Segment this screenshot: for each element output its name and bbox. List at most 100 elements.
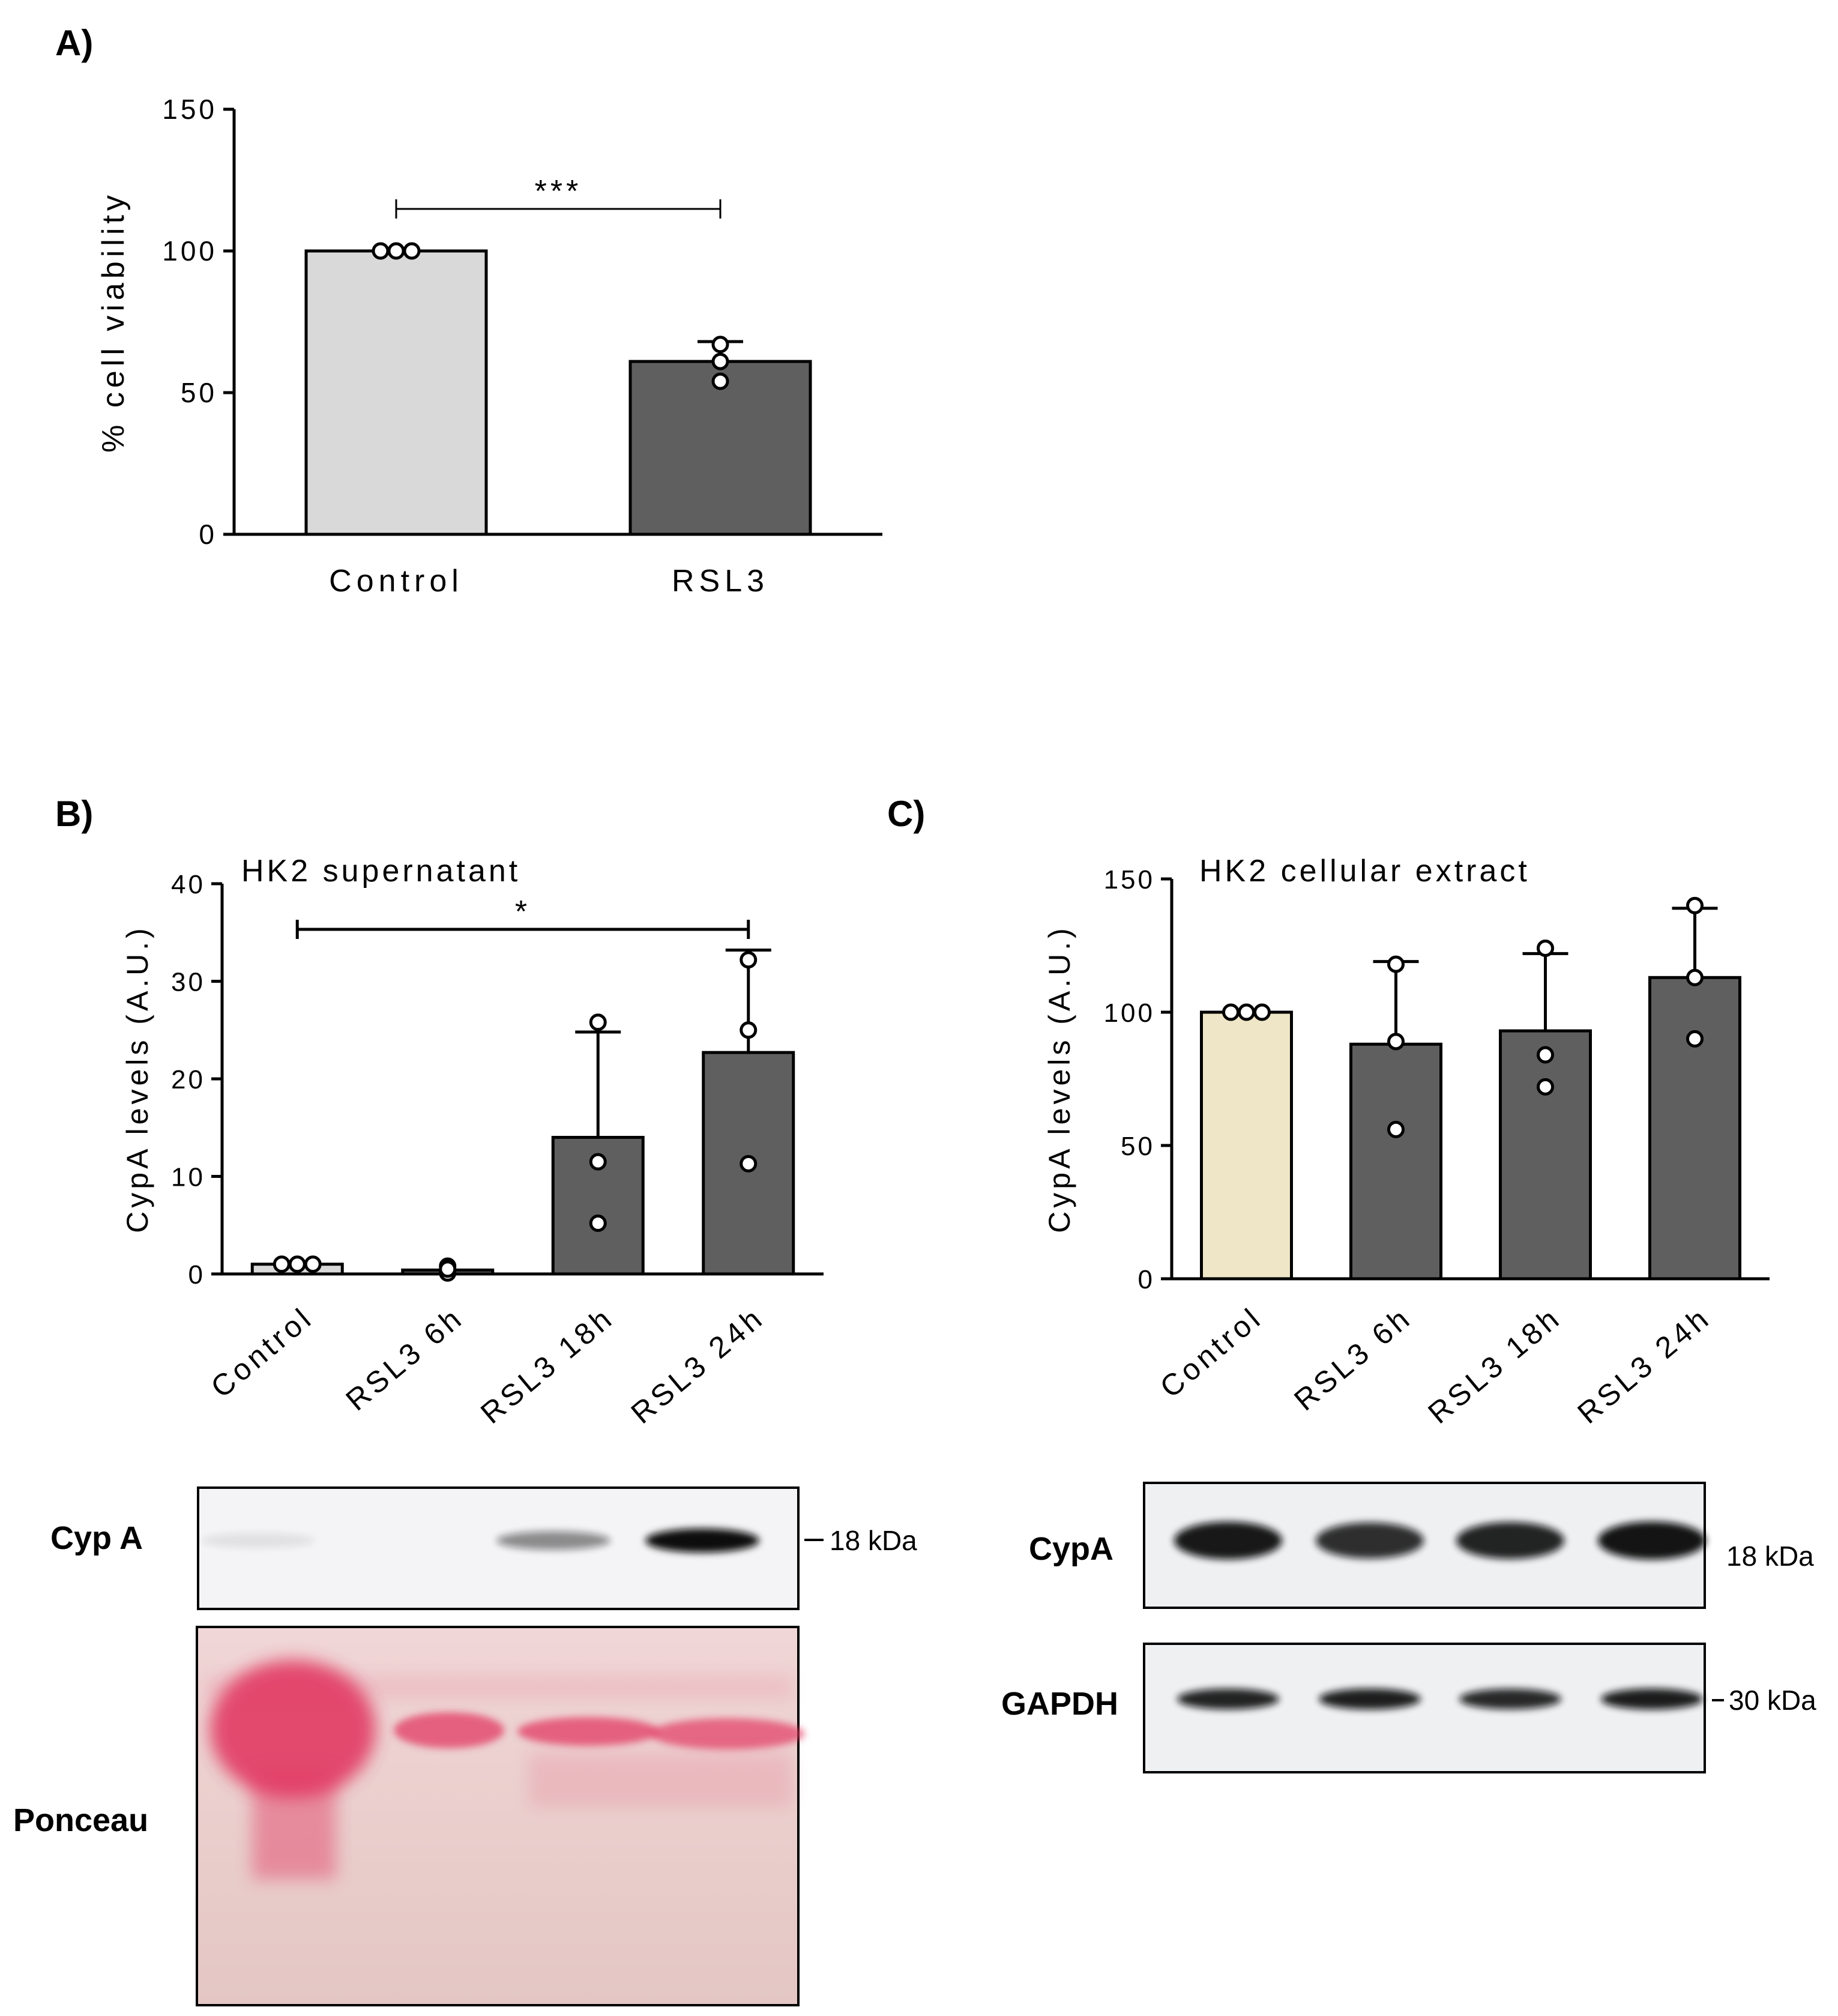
bar	[304, 249, 488, 536]
ponceau-background-smear	[204, 1675, 792, 1699]
data-point	[589, 1013, 607, 1031]
ponceau-background-smear	[528, 1753, 792, 1807]
blot-band	[1177, 1688, 1279, 1710]
data-point	[403, 242, 421, 260]
data-point	[1686, 968, 1704, 986]
chart-a: 0 50 100 150 % cell viability Control RSL3 ***	[96, 94, 882, 599]
blot-c-cypa	[1143, 1482, 1706, 1609]
blot-b-cypa-label: Cyp A	[50, 1520, 143, 1556]
y-axis-label: % cell viability	[96, 191, 131, 453]
data-point	[1387, 1033, 1405, 1051]
blot-band	[1598, 1521, 1706, 1560]
bar	[1200, 1010, 1293, 1281]
data-point	[740, 1021, 758, 1039]
x-tick-label: RSL3 18h	[474, 1300, 620, 1431]
chart-b: 0 10 20 30 40 CypA levels (A.U.) Control RSL3 6…	[121, 870, 824, 1430]
data-point	[711, 352, 729, 370]
x-tick-label: RSL3 18h	[1421, 1300, 1567, 1431]
y-tick-label: 100	[162, 235, 217, 267]
blot-b-ponceau-label: Ponceau	[13, 1802, 148, 1838]
y-tick-label: 20	[171, 1065, 205, 1094]
y-tick-label: 40	[171, 870, 205, 899]
blot-b-ponceau	[196, 1626, 804, 2006]
y-tick-label: 150	[1104, 865, 1155, 895]
data-point	[711, 372, 729, 390]
panel-label-c: C)	[887, 794, 925, 834]
data-point	[589, 1153, 607, 1171]
blot-band	[201, 1533, 315, 1548]
y-tick-label: 150	[162, 94, 217, 125]
data-point	[740, 951, 758, 969]
y-tick-label: 30	[171, 968, 205, 997]
bar	[1499, 1029, 1592, 1281]
y-tick-label: 0	[188, 1260, 205, 1290]
y-axis-label: CypA levels (A.U.)	[121, 925, 154, 1233]
blot-b-cypa	[197, 1486, 800, 1610]
data-point	[288, 1255, 306, 1273]
x-tick-label: RSL3	[672, 564, 769, 599]
data-point	[372, 242, 390, 260]
bar	[628, 360, 812, 536]
blot-band	[496, 1531, 610, 1550]
blot-c-gapdh	[1143, 1643, 1706, 1773]
y-tick-label: 0	[199, 519, 217, 550]
x-tick-label: Control	[205, 1300, 320, 1405]
x-tick-label: RSL3 24h	[625, 1300, 771, 1431]
blot-band	[1601, 1688, 1703, 1710]
ponceau-band	[517, 1717, 659, 1746]
blot-c-cypa-label: CypA	[1029, 1531, 1113, 1567]
bar	[1648, 976, 1741, 1281]
data-point	[1686, 1030, 1704, 1048]
blot-c-marker-30: 30 kDa	[1729, 1685, 1816, 1716]
blot-b-marker-18: 18 kDa	[830, 1525, 917, 1556]
y-tick-label: 10	[171, 1163, 205, 1192]
data-point	[589, 1215, 607, 1232]
significance-label: ***	[535, 174, 582, 209]
blot-band	[645, 1529, 759, 1553]
y-tick-label: 50	[181, 377, 217, 408]
data-point	[740, 1154, 758, 1172]
y-tick-label: 50	[1121, 1132, 1155, 1161]
chart-c-title: HK2 cellular extract	[1199, 854, 1530, 889]
data-point	[711, 336, 729, 354]
blot-band	[1174, 1521, 1282, 1560]
y-axis-label: CypA levels (A.U.)	[1043, 925, 1076, 1233]
bar	[551, 1136, 645, 1276]
significance-label: *	[515, 895, 531, 929]
data-point	[387, 242, 405, 260]
data-point	[1238, 1003, 1255, 1021]
data-point	[1537, 1046, 1554, 1064]
x-tick-label: RSL3 24h	[1571, 1300, 1717, 1431]
ponceau-smear	[252, 1771, 336, 1879]
bar	[1349, 1042, 1442, 1281]
data-point	[1222, 1003, 1240, 1021]
data-point	[1537, 1078, 1554, 1096]
data-point	[1253, 1003, 1271, 1021]
data-point	[304, 1255, 322, 1273]
blot-band	[1319, 1688, 1421, 1710]
x-tick-label: RSL3 6h	[340, 1300, 470, 1417]
data-point	[1686, 896, 1704, 914]
chart-c: 0 50 100 150 CypA levels (A.U.) Control RSL3 6…	[1043, 865, 1770, 1430]
x-tick-label: RSL3 6h	[1288, 1300, 1418, 1417]
blot-band	[1316, 1522, 1424, 1559]
x-tick-label: Control	[1154, 1300, 1269, 1405]
data-point	[439, 1260, 457, 1278]
blot-c-gapdh-label: GAPDH	[1001, 1686, 1118, 1722]
ponceau-band	[651, 1718, 804, 1749]
blot-band	[1459, 1688, 1561, 1710]
chart-b-title: HK2 supernatant	[241, 854, 520, 889]
data-point	[273, 1255, 291, 1273]
y-tick-label: 100	[1104, 998, 1155, 1028]
y-tick-label: 0	[1138, 1265, 1155, 1294]
blot-c-marker-18: 18 kDa	[1726, 1541, 1814, 1572]
x-tick-label: Control	[329, 564, 463, 599]
blot-band	[1456, 1522, 1564, 1559]
data-point	[1387, 1120, 1405, 1138]
panel-label-a: A)	[55, 23, 93, 63]
ponceau-band	[394, 1712, 504, 1748]
data-point	[1387, 955, 1405, 973]
panel-label-b: B)	[55, 794, 93, 834]
data-point	[1537, 939, 1554, 957]
